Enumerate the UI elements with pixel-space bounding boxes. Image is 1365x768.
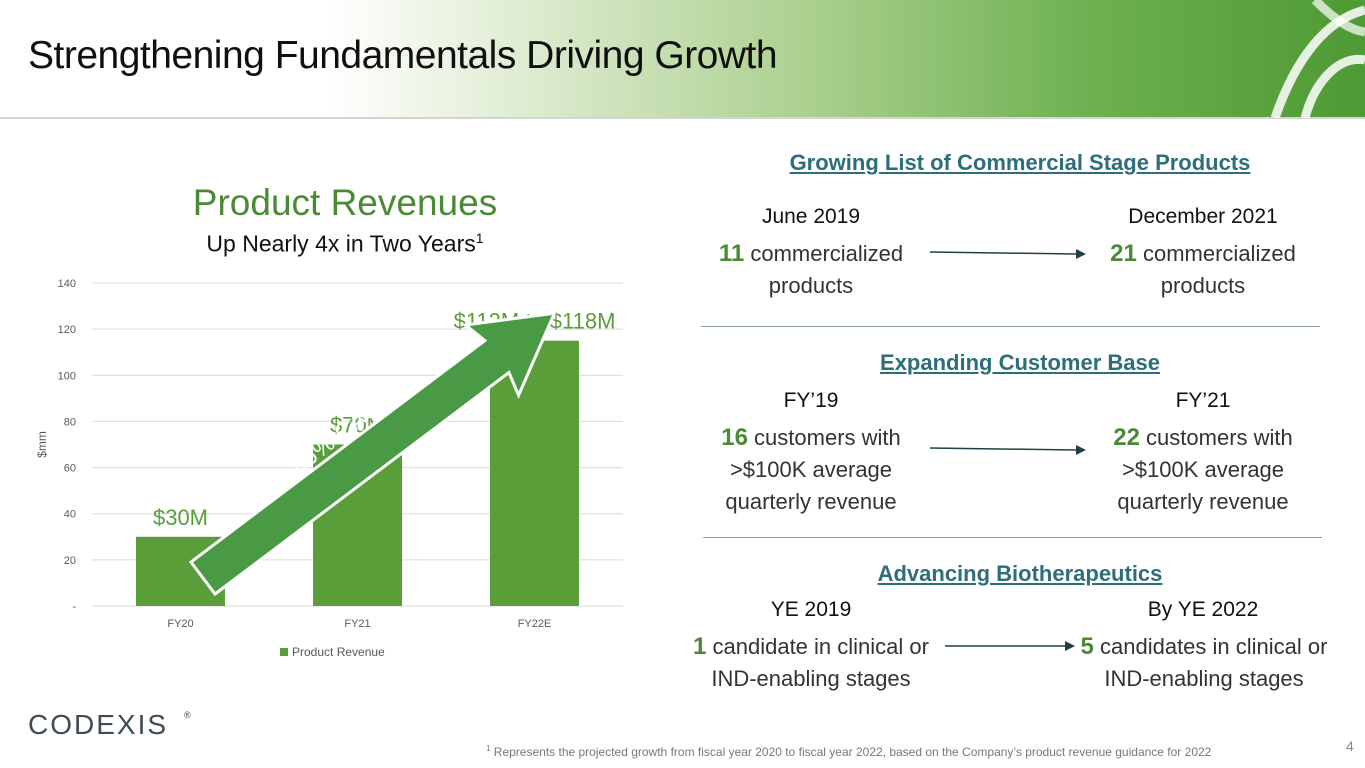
y-tick-label: 140 [58, 278, 76, 290]
header-band [0, 0, 1365, 118]
revenue-subtitle-text: Up Nearly 4x in Two Years [206, 230, 476, 257]
biotherapeutics-right-desc: candidates in clinical or IND-enabling s… [1093, 634, 1328, 691]
legend-swatch [280, 648, 288, 656]
biotherapeutics-left-text: 1 candidate in clinical or IND-enabling … [681, 631, 941, 695]
customers-right-text: 22 customers with >$100K average quarter… [1083, 422, 1323, 518]
x-tick-label: FY20 [167, 618, 193, 630]
revenue-subtitle: Up Nearly 4x in Two Years1 [140, 230, 550, 258]
legend-label: Product Revenue [292, 645, 385, 659]
cagr-arrow-shape [188, 311, 557, 597]
y-tick-label: - [72, 601, 76, 613]
customers-right-number: 22 [1113, 424, 1140, 451]
footnote: 1 Represents the projected growth from f… [486, 744, 1211, 759]
customers-left-number: 16 [721, 424, 748, 451]
codexis-logo-text: CODEXIS [28, 709, 168, 740]
y-tick-label: 60 [64, 463, 76, 475]
page-number: 4 [1346, 738, 1354, 754]
y-tick-label: 20 [64, 555, 76, 567]
y-axis-label: $mm [35, 431, 49, 458]
x-tick-label: FY21 [344, 618, 370, 630]
products-arrow-icon [929, 249, 1086, 259]
section-divider [703, 537, 1322, 538]
data-label: $30M [153, 505, 208, 530]
biotherapeutics-right-label: By YE 2022 [1147, 598, 1259, 621]
biotherapeutics-right-text: 5 candidates in clinical or IND-enabling… [1073, 631, 1335, 695]
y-tick-label: 120 [58, 324, 76, 336]
y-tick-label: 100 [58, 370, 76, 382]
section-heading-biotherapeutics: Advancing Biotherapeutics [877, 561, 1163, 586]
customers-arrow-icon [929, 445, 1086, 455]
y-tick-label: 40 [64, 509, 76, 521]
footnote-marker: 1 [486, 744, 491, 753]
revenue-title: Product Revenues [192, 182, 498, 223]
customers-right-label: FY’21 [1175, 389, 1231, 412]
section-divider [701, 326, 1320, 327]
products-left-label: June 2019 [761, 205, 861, 228]
customers-left-text: 16 customers with >$100K average quarter… [691, 422, 931, 518]
header-divider [0, 117, 1365, 119]
products-left-number: 11 [718, 240, 745, 267]
slide-title: Strengthening Fundamentals Driving Growt… [28, 34, 778, 77]
biotherapeutics-right-number: 5 [1080, 633, 1094, 660]
biotherapeutics-left-label: YE 2019 [770, 598, 852, 621]
y-tick-label: 80 [64, 416, 76, 428]
codexis-swirl-icon [1270, 0, 1365, 118]
products-right-text: 21 commercialized products [1083, 238, 1323, 302]
products-right-desc: commercialized products [1136, 241, 1296, 298]
products-right-label: December 2021 [1128, 205, 1278, 228]
biotherapeutics-arrow-icon [945, 641, 1075, 651]
section-heading-customers: Expanding Customer Base [880, 350, 1160, 375]
customers-right-desc: customers with >$100K average quarterly … [1117, 425, 1293, 514]
products-left-desc: commercialized products [744, 241, 904, 298]
products-left-text: 11 commercialized products [691, 238, 931, 302]
registered-mark: ® [184, 710, 191, 720]
biotherapeutics-left-number: 1 [693, 633, 707, 660]
footnote-ref: 1 [475, 230, 484, 246]
section-heading-products: Growing List of Commercial Stage Product… [789, 150, 1251, 175]
products-right-number: 21 [1110, 240, 1137, 267]
x-tick-label: FY22E [518, 618, 552, 630]
footnote-text: Represents the projected growth from fis… [493, 745, 1212, 759]
codexis-logo: CODEXIS ® [28, 709, 191, 740]
customers-left-desc: customers with >$100K average quarterly … [725, 425, 901, 514]
product-revenue-chart: -20406080100120140$mmFY20$30MFY21$70MFY2… [35, 278, 623, 659]
customers-left-label: FY’19 [783, 389, 839, 412]
biotherapeutics-left-desc: candidate in clinical or IND-enabling st… [706, 634, 929, 691]
bar-fy22e [490, 340, 579, 606]
